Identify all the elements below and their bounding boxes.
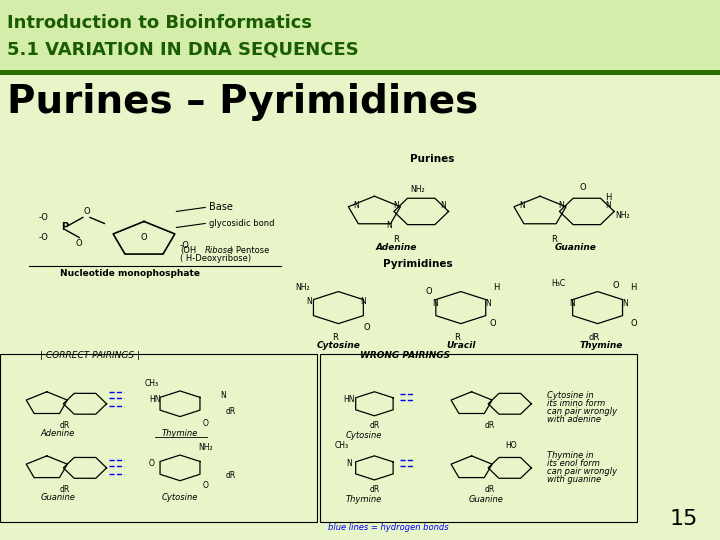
Text: O: O: [630, 319, 637, 328]
Text: with guanine: with guanine: [547, 475, 601, 484]
Text: dR: dR: [225, 471, 235, 481]
FancyBboxPatch shape: [0, 354, 317, 522]
Text: Thymine: Thymine: [162, 429, 198, 438]
Text: N: N: [519, 201, 525, 210]
Text: H: H: [494, 283, 500, 292]
Text: Introduction to Bioinformatics: Introduction to Bioinformatics: [7, 14, 312, 31]
Text: Base: Base: [209, 202, 233, 212]
Text: N: N: [622, 299, 628, 308]
Text: R: R: [393, 235, 399, 244]
FancyBboxPatch shape: [0, 0, 720, 70]
FancyBboxPatch shape: [320, 354, 637, 522]
Text: O: O: [490, 319, 497, 328]
Text: dR: dR: [369, 421, 379, 430]
Text: HN: HN: [343, 395, 355, 404]
Text: O: O: [202, 419, 208, 428]
Text: dR: dR: [60, 421, 70, 430]
Text: dR: dR: [60, 485, 70, 495]
Text: ) Pentose: ) Pentose: [230, 246, 270, 255]
Text: N: N: [606, 201, 611, 210]
Text: N: N: [559, 201, 564, 210]
Text: N: N: [485, 299, 491, 308]
Text: Guanine: Guanine: [40, 494, 75, 502]
Text: dR: dR: [588, 333, 600, 342]
Text: N: N: [570, 299, 575, 308]
Text: NH₂: NH₂: [410, 185, 425, 194]
Text: N: N: [354, 201, 359, 210]
Text: Nucleotide monophosphate: Nucleotide monophosphate: [60, 269, 199, 278]
Text: O: O: [83, 207, 90, 216]
Text: Uracil: Uracil: [446, 341, 475, 350]
Text: P: P: [61, 222, 68, 232]
Text: N: N: [307, 297, 312, 306]
Text: O: O: [364, 323, 371, 332]
FancyBboxPatch shape: [0, 70, 720, 75]
Text: NH₂: NH₂: [616, 211, 630, 220]
Text: dR: dR: [485, 421, 495, 430]
Text: Adenine: Adenine: [40, 429, 75, 438]
Text: its imino form: its imino form: [547, 399, 606, 408]
Text: R: R: [454, 333, 460, 342]
Text: Cytosine in: Cytosine in: [547, 392, 594, 400]
Text: -O: -O: [38, 213, 48, 222]
Text: Cytosine: Cytosine: [317, 341, 360, 350]
Text: N: N: [433, 299, 438, 308]
Text: N: N: [386, 221, 392, 230]
Text: with adenine: with adenine: [547, 415, 601, 424]
Text: Ribose: Ribose: [205, 246, 233, 255]
Text: N: N: [361, 297, 366, 306]
Text: WRONG PAIRINGS: WRONG PAIRINGS: [360, 351, 450, 360]
Text: O: O: [76, 239, 83, 248]
Text: N: N: [220, 392, 226, 400]
Text: | CORRECT PAIRINGS |: | CORRECT PAIRINGS |: [40, 351, 140, 360]
Text: can pair wrongly: can pair wrongly: [547, 468, 617, 476]
Text: dR: dR: [225, 407, 235, 416]
Text: NH₂: NH₂: [198, 443, 212, 453]
Text: blue lines = hydrogen bonds: blue lines = hydrogen bonds: [328, 523, 449, 532]
Text: Adenine: Adenine: [375, 243, 417, 252]
Text: HN: HN: [149, 395, 161, 404]
Text: ( H-Deoxyribose): ( H-Deoxyribose): [180, 254, 251, 263]
Text: HO: HO: [505, 441, 517, 450]
Text: glycosidic bond: glycosidic bond: [209, 219, 274, 228]
Text: R: R: [552, 235, 557, 244]
Text: Pyrimidines: Pyrimidines: [383, 259, 452, 268]
Text: H: H: [606, 193, 611, 202]
Text: CH₃: CH₃: [144, 379, 158, 388]
Text: -O: -O: [38, 233, 48, 242]
Text: Cytosine: Cytosine: [162, 494, 198, 502]
Text: Cytosine: Cytosine: [346, 430, 382, 440]
Text: O: O: [140, 233, 148, 242]
Text: H₃C: H₃C: [551, 279, 565, 288]
Text: R: R: [332, 333, 338, 342]
Text: NH₂: NH₂: [295, 283, 310, 292]
Text: dR: dR: [485, 485, 495, 495]
Text: CH₃: CH₃: [335, 441, 349, 450]
Text: can pair wrongly: can pair wrongly: [547, 407, 617, 416]
Text: O: O: [425, 287, 432, 296]
Text: (OH: (OH: [180, 246, 197, 255]
Text: 15: 15: [670, 509, 698, 529]
Text: O: O: [612, 281, 619, 290]
Text: Purines – Pyrimidines: Purines – Pyrimidines: [7, 83, 479, 120]
Text: Thymine: Thymine: [346, 495, 382, 504]
Text: -O: -O: [180, 241, 190, 250]
Text: H: H: [631, 283, 636, 292]
Text: Guanine: Guanine: [555, 243, 597, 252]
Text: N: N: [346, 460, 352, 468]
Text: N: N: [393, 201, 399, 210]
Text: N: N: [440, 201, 446, 210]
Text: Guanine: Guanine: [469, 495, 503, 504]
Text: its enol form: its enol form: [547, 460, 600, 468]
Text: O: O: [202, 481, 208, 490]
Text: 5.1 VARIATION IN DNA SEQUENCES: 5.1 VARIATION IN DNA SEQUENCES: [7, 40, 359, 58]
Text: Purines: Purines: [410, 154, 454, 164]
Text: O: O: [580, 183, 587, 192]
Text: Thymine: Thymine: [580, 341, 623, 350]
Text: O: O: [148, 460, 154, 468]
Text: Thymine in: Thymine in: [547, 451, 594, 461]
Text: dR: dR: [369, 485, 379, 495]
